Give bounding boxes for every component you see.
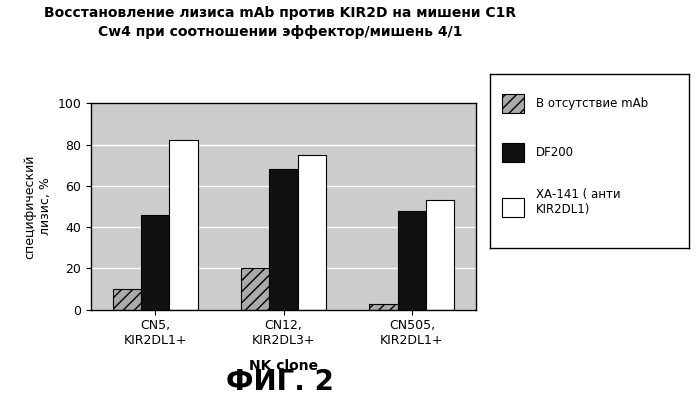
Bar bbox=[270, 169, 298, 310]
Text: DF200: DF200 bbox=[536, 146, 574, 159]
Text: ФИГ. 2: ФИГ. 2 bbox=[226, 368, 334, 396]
Bar bbox=[426, 200, 454, 310]
Bar bbox=[141, 215, 169, 310]
Text: В отсутствие mAb: В отсутствие mAb bbox=[536, 97, 648, 110]
Text: NK clone: NK clone bbox=[249, 358, 318, 373]
Bar bbox=[370, 304, 398, 310]
Bar bbox=[502, 198, 524, 217]
Y-axis label: специфический
лизис, %: специфический лизис, % bbox=[23, 154, 52, 259]
Bar bbox=[241, 268, 270, 310]
Bar bbox=[398, 211, 426, 310]
Text: Восстановление лизиса mAb против KIR2D на мишени C1R: Восстановление лизиса mAb против KIR2D н… bbox=[44, 6, 516, 20]
Bar bbox=[502, 143, 524, 162]
Bar bbox=[298, 155, 326, 310]
Bar bbox=[169, 140, 197, 310]
Bar bbox=[113, 289, 141, 310]
Text: ХА-141 ( анти
KIR2DL1): ХА-141 ( анти KIR2DL1) bbox=[536, 188, 620, 216]
Bar bbox=[502, 94, 524, 113]
Text: Cw4 при соотношении эффектор/мишень 4/1: Cw4 при соотношении эффектор/мишень 4/1 bbox=[98, 25, 462, 39]
